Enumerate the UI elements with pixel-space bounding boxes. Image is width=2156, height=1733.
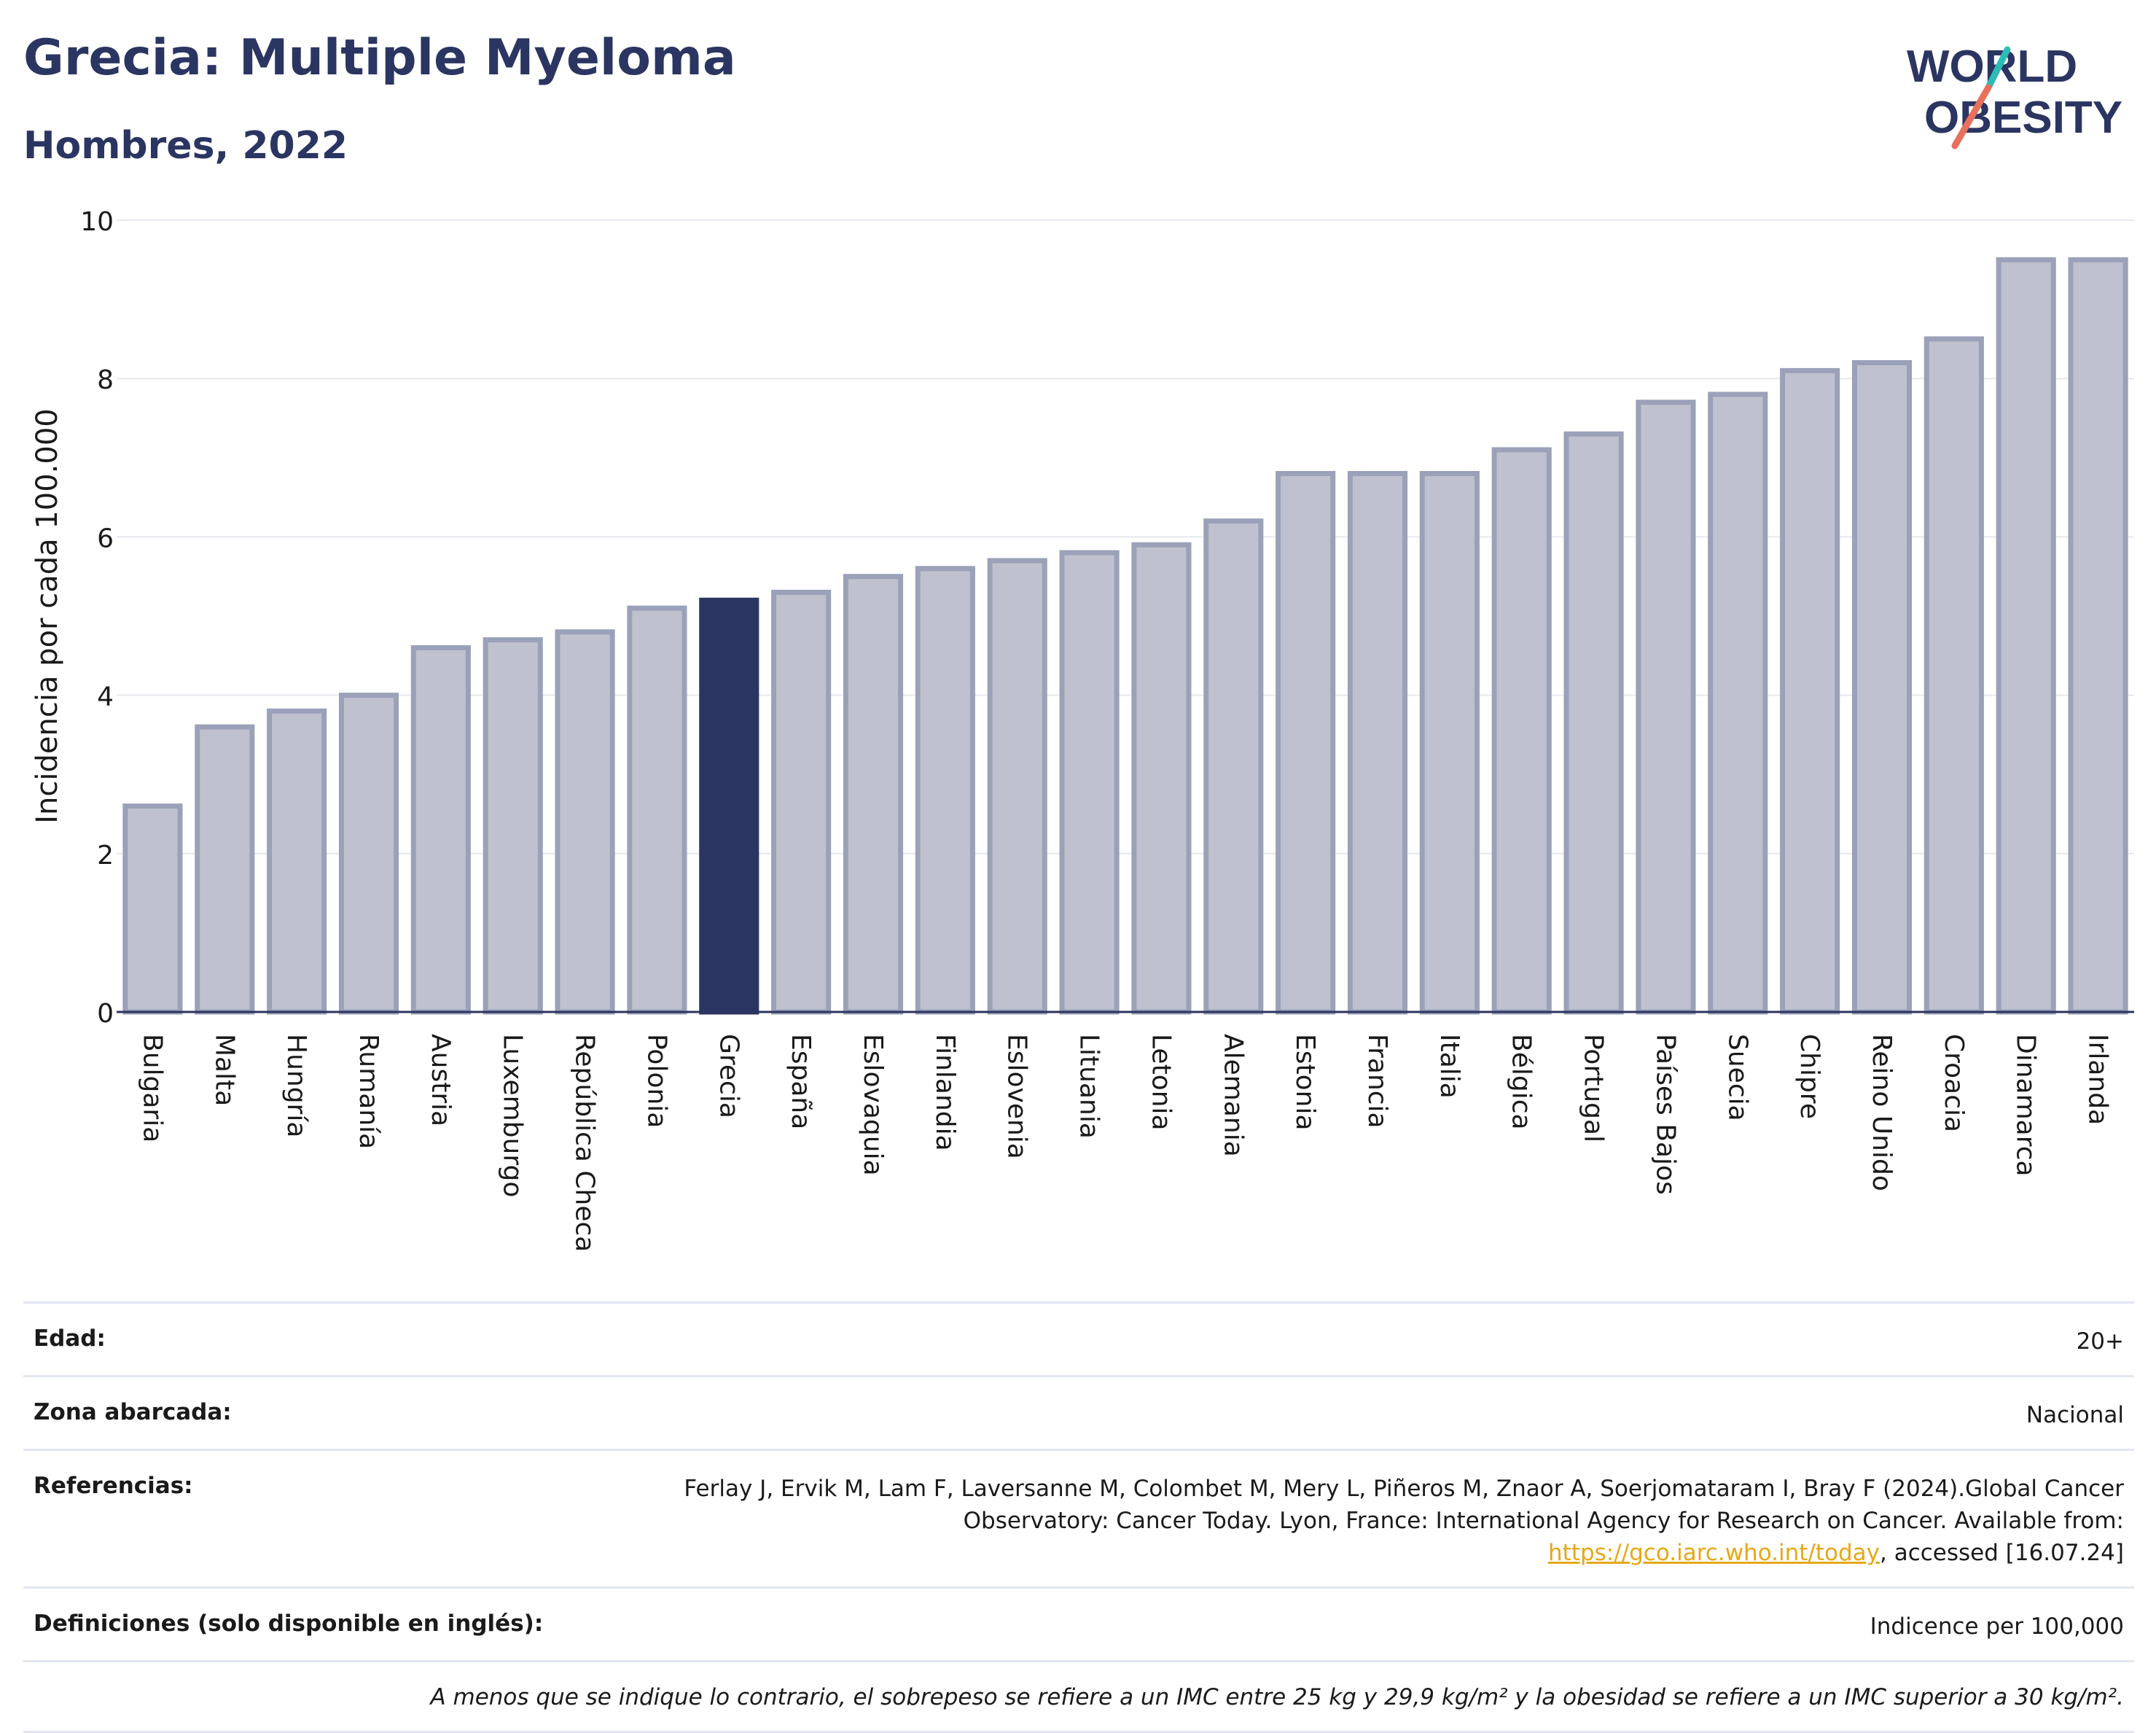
bar-luxemburgo: [483, 637, 543, 1015]
x-tick-label: Hungría: [281, 1034, 311, 1137]
x-tick-label: Reino Unido: [1867, 1034, 1897, 1191]
bar-lituania: [1059, 550, 1120, 1015]
x-tick-label: Francia: [1362, 1034, 1392, 1129]
bar-bulgaria: [122, 803, 183, 1015]
references-text: Ferlay J, Ervik M, Lam F, Laversanne M, …: [684, 1476, 2124, 1534]
logo-word-obesity: OBESITY: [1924, 93, 2122, 143]
bar-chipre: [1780, 367, 1840, 1015]
bar-españa: [771, 589, 832, 1015]
y-axis-ticks: 0 2 4 6 8 10: [80, 207, 114, 1029]
bar-eslovenia: [987, 558, 1047, 1015]
bar-suecia: [1708, 392, 1768, 1015]
x-tick-label: Suecia: [1722, 1034, 1752, 1121]
bar-portugal: [1563, 431, 1624, 1015]
x-tick-label: Austria: [426, 1034, 456, 1126]
bar-rumanía: [338, 693, 399, 1015]
x-tick-label: Dinamarca: [2011, 1034, 2041, 1177]
bar-república-checa: [555, 629, 615, 1015]
bar-austria: [410, 644, 471, 1015]
x-tick-label: Bulgaria: [137, 1034, 167, 1142]
references-value: Ferlay J, Ervik M, Lam F, Laversanne M, …: [666, 1473, 2124, 1569]
bar-croacia: [1923, 336, 1984, 1015]
bar-polonia: [627, 605, 687, 1015]
x-tick-label: Malta: [209, 1034, 239, 1106]
bar-estonia: [1276, 471, 1336, 1015]
x-tick-label: Croacia: [1939, 1034, 1969, 1132]
bar-dinamarca: [1996, 257, 2056, 1015]
x-tick-label: Eslovaquia: [858, 1034, 888, 1176]
x-tick-label: Letonia: [1146, 1034, 1176, 1131]
info-table: Edad: 20+ Zona abarcada: Nacional Refere…: [23, 1301, 2134, 1733]
x-tick-label: Polonia: [641, 1034, 671, 1128]
bar-letonia: [1131, 542, 1192, 1015]
x-tick-label: Eslovenia: [1002, 1034, 1032, 1159]
y-axis-label: Incidencia por cada 100.000: [31, 408, 64, 824]
bar-italia: [1419, 471, 1480, 1015]
x-tick-label: Finlandia: [930, 1034, 960, 1151]
references-accessed: , accessed [16.07.24]: [1879, 1540, 2124, 1566]
bar-alemania: [1203, 518, 1264, 1015]
bar-países-bajos: [1636, 400, 1696, 1015]
x-tick-label: Bélgica: [1507, 1034, 1536, 1130]
info-row-references: Referencias: Ferlay J, Ervik M, Lam F, L…: [23, 1449, 2134, 1586]
x-tick-label: Irlanda: [2083, 1034, 2113, 1125]
bar-reino-unido: [1851, 359, 1913, 1015]
bar-irlanda: [2068, 257, 2128, 1015]
logo-slash-coral: [1951, 84, 1992, 149]
bars: [122, 257, 2128, 1015]
x-tick-label: Grecia: [714, 1034, 743, 1118]
logo-slash-teal: [1985, 46, 2011, 91]
references-link[interactable]: https://gco.iarc.who.int/today: [1548, 1540, 1880, 1566]
chart-subtitle: Hombres, 2022: [23, 124, 348, 168]
zone-value: Nacional: [2026, 1402, 2124, 1428]
x-tick-label: Rumanía: [354, 1034, 383, 1149]
y-tick-label: 10: [80, 207, 114, 237]
definitions-value: Indicence per 100,000: [1870, 1613, 2124, 1640]
y-tick-label: 0: [97, 999, 114, 1029]
y-tick-label: 8: [97, 365, 114, 395]
world-obesity-logo: WORLD OBESITY: [1907, 42, 2122, 149]
footnote: A menos que se indique lo contrario, el …: [23, 1660, 2134, 1733]
zone-label: Zona abarcada:: [34, 1399, 232, 1425]
x-tick-label: Alemania: [1218, 1034, 1248, 1157]
x-tick-label: Chipre: [1794, 1034, 1824, 1119]
bar-grecia: [699, 597, 759, 1015]
x-tick-label: República Checa: [570, 1034, 600, 1252]
x-tick-label: España: [786, 1034, 816, 1129]
bar-chart: 0 2 4 6 8 10 Bulgaria Malta Hungría Rumanía Austr…: [31, 207, 2134, 1252]
bar-finlandia: [915, 566, 975, 1015]
bar-eslovaquia: [843, 574, 904, 1015]
bar-hungría: [267, 708, 327, 1015]
x-tick-label: Países Bajos: [1650, 1034, 1680, 1195]
x-axis-ticks: Bulgaria Malta Hungría Rumanía Austria Luxemb…: [137, 1034, 2112, 1252]
bar-francia: [1347, 471, 1408, 1015]
info-row-zone: Zona abarcada: Nacional: [23, 1375, 2134, 1449]
x-tick-label: Luxemburgo: [498, 1034, 528, 1197]
chart-title: Grecia: Multiple Myeloma: [23, 29, 736, 87]
info-row-age: Edad: 20+: [23, 1301, 2134, 1375]
references-label: Referencias:: [34, 1473, 193, 1499]
y-tick-label: 2: [97, 841, 114, 871]
x-tick-label: Italia: [1434, 1034, 1464, 1099]
bar-bélgica: [1491, 447, 1552, 1015]
x-tick-label: Estonia: [1290, 1034, 1320, 1131]
age-value: 20+: [2076, 1328, 2124, 1355]
definitions-label: Definiciones (solo disponible en inglés)…: [34, 1611, 544, 1637]
y-tick-label: 4: [97, 682, 114, 712]
x-tick-label: Portugal: [1579, 1034, 1609, 1142]
bar-malta: [195, 724, 255, 1015]
info-row-definitions: Definiciones (solo disponible en inglés)…: [23, 1586, 2134, 1660]
x-tick-label: Lituania: [1074, 1034, 1104, 1139]
y-tick-label: 6: [97, 523, 114, 553]
age-label: Edad:: [34, 1325, 106, 1352]
